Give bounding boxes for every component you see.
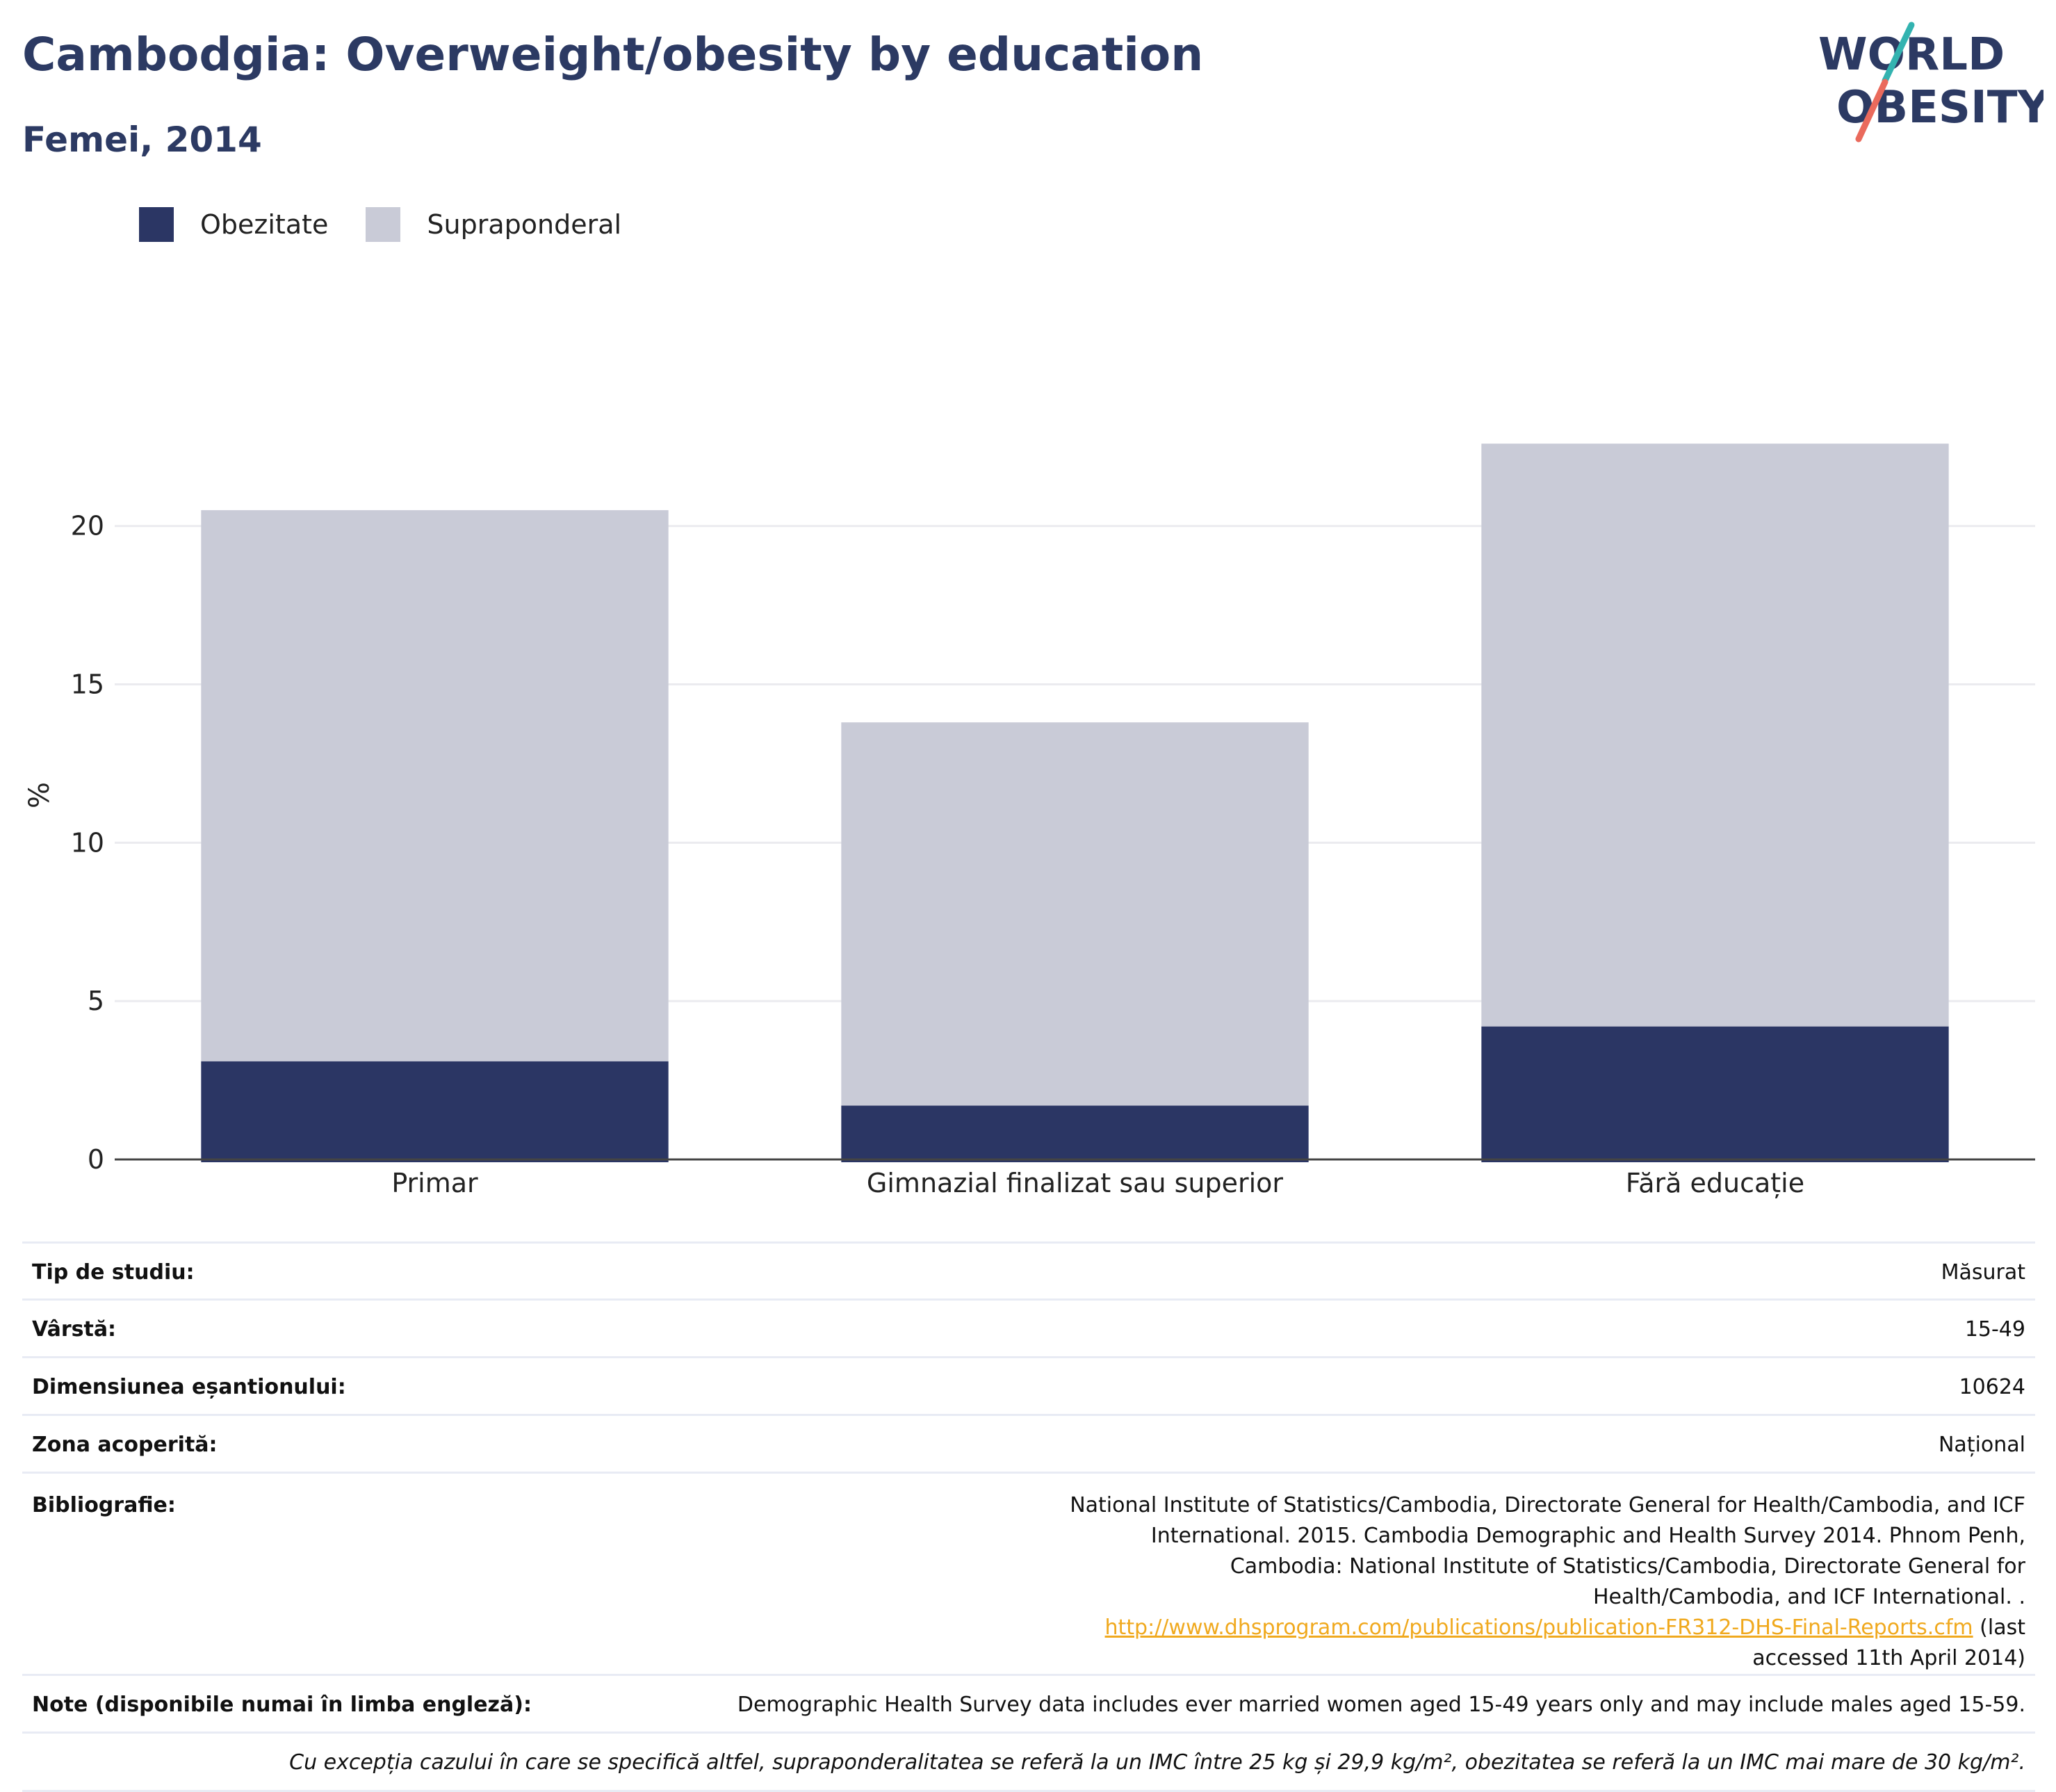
info-row-coverage: Zona acoperită: Național: [22, 1415, 2035, 1474]
y-tick-label: 5: [88, 986, 104, 1016]
notes-value: Demographic Health Survey data includes …: [541, 1675, 2035, 1734]
bibliography-text: National Institute of Statistics/Cambodi…: [1070, 1493, 2025, 1609]
bibliography-value: National Institute of Statistics/Cambodi…: [541, 1472, 2035, 1676]
footnote-text: Cu excepția cazului în care se specifică…: [22, 1732, 2035, 1792]
age-label: Vârstă:: [22, 1299, 541, 1358]
sample-size-value: 10624: [541, 1357, 2035, 1416]
info-row-bibliography: Bibliografie: National Institute of Stat…: [22, 1472, 2035, 1676]
info-table: Tip de studiu: Măsurat Vârstă: 15-49 Dim…: [22, 1241, 2035, 1792]
age-value: 15-49: [541, 1299, 2035, 1358]
bar-chart: 0 5 10 15 20% Primar Gimnazial finalizat sau s…: [24, 443, 2035, 1198]
x-tick-label: Gimnazial finalizat sau superior: [867, 1168, 1284, 1198]
y-tick-label: 15: [71, 669, 104, 700]
chart-title: Cambodgia: Overweight/obesity by educati…: [22, 28, 1204, 81]
y-tick-label: 0: [88, 1144, 104, 1175]
logo-slash-coral: [1855, 79, 1888, 142]
chart-subtitle: Femei, 2014: [22, 120, 262, 160]
x-tick-label: Fără educație: [1626, 1168, 1804, 1198]
coverage-label: Zona acoperită:: [22, 1415, 541, 1474]
bar-obezitate: [1481, 1026, 1949, 1162]
y-tick-label: 20: [71, 511, 104, 541]
chart-legend: Obezitate Supraponderal: [139, 206, 659, 243]
study-type-value: Măsurat: [541, 1241, 2035, 1301]
info-row-age: Vârstă: 15-49: [22, 1299, 2035, 1358]
notes-label: Note (disponibile numai în limba engleză…: [22, 1675, 541, 1734]
legend-label-obezitate: Obezitate: [200, 209, 329, 240]
legend-swatch-obezitate: [139, 207, 174, 242]
info-row-study-type: Tip de studiu: Măsurat: [22, 1241, 2035, 1301]
bar-supraponderal: [841, 722, 1309, 1106]
bibliography-label: Bibliografie:: [22, 1472, 541, 1676]
info-row-notes: Note (disponibile numai în limba engleză…: [22, 1675, 2035, 1734]
sample-size-label: Dimensiunea eșantionului:: [22, 1357, 541, 1416]
bibliography-suffix: (last accessed 11th April 2014): [1752, 1615, 2025, 1670]
legend-item-obezitate[interactable]: Obezitate: [139, 207, 328, 242]
legend-label-supraponderal: Supraponderal: [427, 209, 622, 240]
study-type-label: Tip de studiu:: [22, 1241, 541, 1301]
legend-swatch-supraponderal: [366, 207, 401, 242]
bibliography-link[interactable]: http://www.dhsprogram.com/publications/p…: [1104, 1615, 1973, 1640]
bar-obezitate: [841, 1105, 1309, 1162]
bar-supraponderal: [1481, 443, 1949, 1027]
bar-supraponderal: [201, 510, 669, 1061]
info-row-sample-size: Dimensiunea eșantionului: 10624: [22, 1357, 2035, 1416]
info-row-footnote: Cu excepția cazului în care se specifică…: [22, 1732, 2035, 1792]
world-obesity-logo: WORLD OBESITY: [1818, 22, 2043, 142]
x-tick-label: Primar: [391, 1168, 478, 1198]
coverage-value: Național: [541, 1415, 2035, 1474]
logo-slash-teal: [1882, 22, 1915, 84]
logo-line1: WORLD: [1818, 29, 2005, 81]
legend-item-supraponderal[interactable]: Supraponderal: [366, 207, 621, 242]
bar-obezitate: [201, 1061, 669, 1162]
y-axis-label: %: [24, 782, 56, 808]
y-tick-label: 10: [71, 827, 104, 858]
